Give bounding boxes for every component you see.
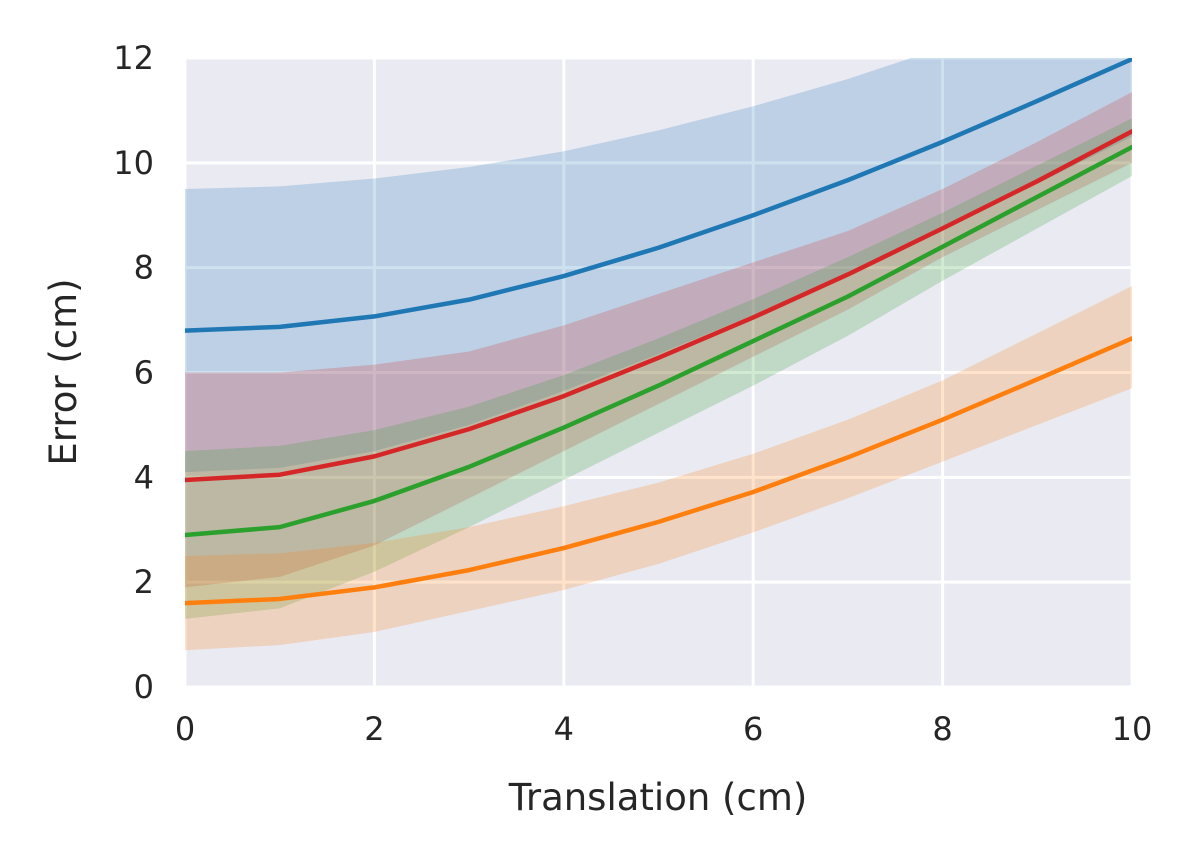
x-tick-label: 4 [554,710,574,748]
y-tick-label: 10 [113,144,154,182]
x-tick-label: 0 [175,710,195,748]
x-axis-label: Translation (cm) [508,776,808,819]
x-tick-label: 10 [1112,710,1153,748]
y-tick-labels: 0 2 4 6 8 10 12 [113,39,154,706]
y-tick-label: 6 [134,354,154,392]
confidence-band-1 [185,92,1132,588]
x-tick-label: 2 [364,710,384,748]
y-tick-label: 0 [134,668,154,706]
y-tick-label: 4 [134,458,154,496]
x-tick-labels: 0 2 4 6 8 10 [175,710,1153,748]
y-tick-label: 12 [113,39,154,77]
y-tick-label: 8 [134,249,154,287]
series-line-1 [185,129,1132,483]
confidence-band-2 [185,118,1132,619]
series-line-3 [185,336,1132,606]
grid-lines [183,56,1134,689]
y-axis-label: Error (cm) [42,278,85,465]
series-line-0 [185,58,1132,333]
x-tick-label: 6 [743,710,763,748]
x-tick-label: 8 [932,710,952,748]
series-lines [185,58,1132,606]
confidence-band-3 [185,286,1132,651]
y-tick-label: 2 [134,563,154,601]
series-line-2 [185,144,1132,538]
